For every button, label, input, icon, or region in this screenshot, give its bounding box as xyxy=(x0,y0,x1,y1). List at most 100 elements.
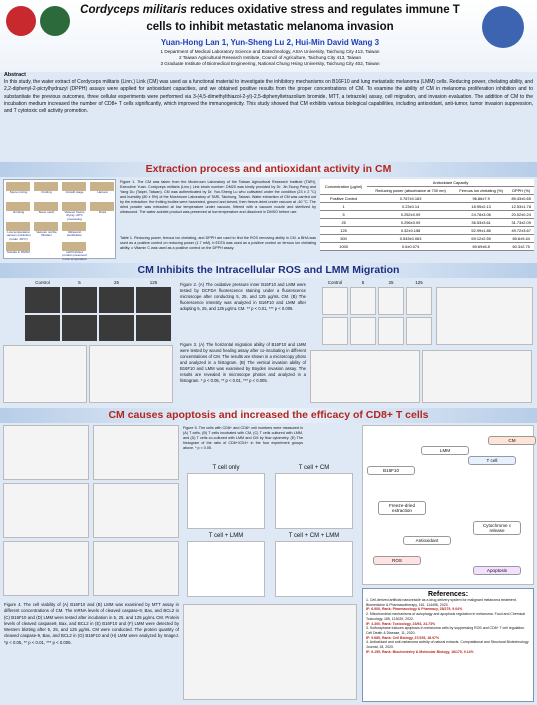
table-cell: 0.767±0.163 xyxy=(367,194,454,203)
flow-image xyxy=(62,202,86,211)
blot-image xyxy=(93,483,179,538)
section-banner: Extraction process and antioxidant activ… xyxy=(0,162,537,177)
micro-image xyxy=(99,287,134,313)
figure-caption: Figure 4. The cell viability of (A) B16F… xyxy=(4,602,179,645)
table-row: 25 0.296±0.09 36.53±3.61 31.73±2.09 xyxy=(320,218,534,227)
authors: Yuan-Hong Lan 1, Yun-Sheng Lu 2, Hui-Min… xyxy=(160,38,380,47)
table-cell: 31.73±2.09 xyxy=(508,218,534,227)
figure-caption: Figure 5. The cells with CD8+ and CD8+ c… xyxy=(183,426,303,450)
chart-image xyxy=(89,345,173,403)
flow-image xyxy=(6,242,30,251)
table-cell: 0.252±0.09 xyxy=(367,210,454,219)
blot-image xyxy=(3,483,89,538)
flow-image xyxy=(62,222,86,231)
micro-image xyxy=(62,287,97,313)
table-cell: 96.86±7.9 xyxy=(453,194,509,203)
references-heading: References: xyxy=(427,591,469,598)
panel-label: 5 xyxy=(361,280,365,285)
mechanism-diagram: B16F10 LMM CM T cell Antioxidant ROS Freeze-dr… xyxy=(362,425,536,585)
panel-label: T cell + CM xyxy=(298,465,330,471)
panel-label: T cell + LMM xyxy=(208,533,244,539)
table-row: 5 0.252±0.09 24.78±3.06 20.02±0.24 xyxy=(320,210,534,219)
table-cell: 12.53±1.78 xyxy=(508,202,534,211)
antioxidant-table: Concentration (μg/ml) Antioxidant Capacit… xyxy=(320,179,534,251)
logo xyxy=(40,6,70,36)
section-banner: CM Inhibits the Intracellular ROS and LM… xyxy=(0,263,537,278)
table-cell: 0.296±0.09 xyxy=(367,218,454,227)
abstract-heading: Abstract xyxy=(4,72,26,78)
table-cell: 24.78±3.06 xyxy=(453,210,509,219)
table-row: 125 0.32±0.158 52.99±1.85 49.72±3.67 xyxy=(320,226,534,235)
flow-image xyxy=(34,182,58,191)
table-cell: 60.3±2.75 xyxy=(508,242,534,251)
table-cell: 69.12±2.59 xyxy=(453,234,509,243)
title: Cordyceps militaris reduces oxidative st… xyxy=(80,2,460,36)
table-cell: 1000 xyxy=(320,242,368,251)
table-cell: 49.72±3.67 xyxy=(508,226,534,235)
chart-image xyxy=(422,350,532,403)
diagram-label: Cytochrome c release xyxy=(473,521,521,535)
diagram-label: ROS xyxy=(373,556,421,565)
table-cell: 18.95±2.13 xyxy=(453,202,509,211)
reference: IF: 9.685, Rank: Cell Biology, 37/195, 1… xyxy=(366,635,440,640)
table-cell: 0.23±0.14 xyxy=(367,202,454,211)
table-wrap: Concentration (μg/ml) Antioxidant Capacit… xyxy=(320,179,534,251)
table-group-header: Antioxidant Capacity xyxy=(367,179,534,187)
title-text: reduces oxidative stress and regulates i… xyxy=(146,4,460,33)
diagram-label: Apoptosis xyxy=(473,566,521,575)
figure-caption: Figure 3. (A) The horizontal migration a… xyxy=(180,342,306,383)
flow-step: Vacuum freeze drying -40°C processing xyxy=(64,210,85,221)
chart-image xyxy=(3,345,87,403)
table-cell: 0.543±0.063 xyxy=(367,234,454,243)
table-cell: 65.6±9.44 xyxy=(508,234,534,243)
section-banner: CM causes apoptosis and increased the ef… xyxy=(0,408,537,423)
micro-image xyxy=(136,287,171,313)
table-row: Reducing power (absorbance at 700 nm) Fer… xyxy=(320,186,534,195)
flow-plot xyxy=(275,473,353,529)
figure-3-images: Control 5 25 125 xyxy=(310,280,535,405)
table-header: Concentration (μg/ml) xyxy=(320,179,368,195)
micro-image xyxy=(136,315,171,341)
micro-image xyxy=(25,287,60,313)
reference: IF: 4.300, Rank: Toxicology, 23/93, 24.7… xyxy=(366,621,436,626)
flow-image xyxy=(6,202,30,211)
figure-2-images: Control 5 25 125 xyxy=(3,280,175,405)
flow-step: Half finished product preserved in low t… xyxy=(62,250,87,261)
reference: 3. Sulforaphane induces apoptosis in mel… xyxy=(366,626,526,635)
flow-step: Sieve mesh xyxy=(38,210,55,214)
flow-image xyxy=(90,202,114,211)
affiliation: 1 Department of Medical Laboratory Scien… xyxy=(160,49,380,54)
chart-image xyxy=(436,287,533,345)
reference: 2. Mitochondrial mechanisms of autophagy… xyxy=(366,612,525,621)
chart-image xyxy=(3,425,89,480)
chart-image xyxy=(406,317,432,345)
chart-image xyxy=(183,604,357,700)
flow-image xyxy=(34,202,58,211)
figure-4-images xyxy=(3,425,179,597)
table-cell: 36.53±3.61 xyxy=(453,218,509,227)
flow-image xyxy=(34,222,58,231)
flow-step: Dried xyxy=(98,210,107,214)
panel-label: 25 xyxy=(113,280,119,285)
abstract-text: In this study, the water extract of Cord… xyxy=(4,79,533,115)
chart-image xyxy=(3,541,89,596)
table-cell: 500 xyxy=(320,234,368,243)
panel-label: T cell only xyxy=(212,465,240,471)
table-cell: 20.02±0.24 xyxy=(508,210,534,219)
flow-image xyxy=(6,222,30,231)
micro-image xyxy=(99,315,134,341)
chart-image xyxy=(310,350,420,403)
reference: IF: 6.155, Rank: Biochemistry & Molecula… xyxy=(366,649,474,654)
flow-image xyxy=(62,242,86,251)
flow-step: Harvest xyxy=(97,190,108,194)
chart-image xyxy=(378,287,404,315)
panel-label: 5 xyxy=(78,280,81,285)
table-cell: 0.32±0.158 xyxy=(367,226,454,235)
flow-plot xyxy=(275,541,353,597)
flow-step: Grinding xyxy=(12,210,25,214)
panel-label: 125 xyxy=(149,280,158,285)
diagram-label: LMM xyxy=(421,446,469,455)
panel-label: Control xyxy=(35,280,50,285)
chart-image xyxy=(93,425,179,480)
affiliation: 2 Taiwan Agricultural Research Institute… xyxy=(178,55,362,60)
